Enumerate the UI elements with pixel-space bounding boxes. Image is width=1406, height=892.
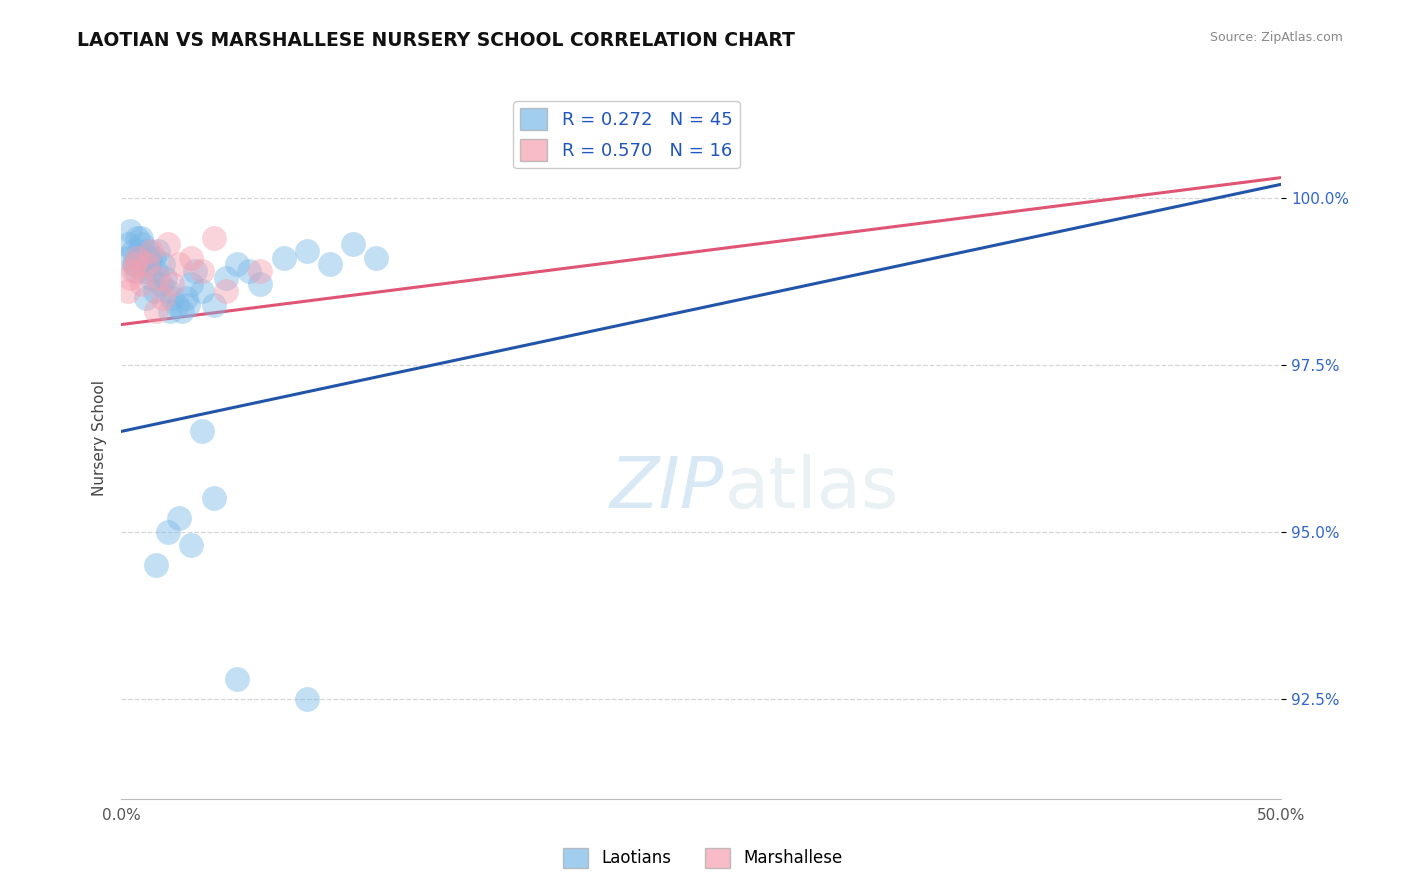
- Point: [295, 691, 318, 706]
- Point: [159, 304, 181, 318]
- Point: [191, 284, 214, 298]
- Point: [141, 270, 163, 285]
- Point: [122, 257, 145, 271]
- Point: [202, 231, 225, 245]
- Point: [127, 251, 149, 265]
- Point: [214, 270, 236, 285]
- Point: [149, 277, 172, 292]
- Point: [145, 264, 167, 278]
- Point: [145, 558, 167, 572]
- Point: [226, 257, 249, 271]
- Point: [167, 511, 190, 525]
- Point: [141, 244, 163, 258]
- Point: [117, 284, 139, 298]
- Point: [131, 277, 153, 292]
- Point: [180, 277, 202, 292]
- Point: [180, 538, 202, 552]
- Point: [128, 244, 150, 258]
- Point: [125, 264, 148, 278]
- Point: [191, 425, 214, 439]
- Point: [319, 257, 342, 271]
- Point: [156, 237, 179, 252]
- Point: [134, 264, 156, 278]
- Point: [152, 257, 174, 271]
- Point: [148, 270, 170, 285]
- Point: [295, 244, 318, 258]
- Point: [135, 244, 157, 258]
- Point: [156, 284, 179, 298]
- Point: [124, 257, 146, 271]
- Point: [120, 224, 142, 238]
- Point: [115, 251, 138, 265]
- Point: [121, 264, 143, 278]
- Point: [139, 251, 162, 265]
- Point: [131, 237, 153, 252]
- Point: [127, 231, 149, 245]
- Point: [170, 304, 193, 318]
- Point: [167, 257, 190, 271]
- Point: [145, 304, 167, 318]
- Point: [249, 264, 271, 278]
- Point: [117, 237, 139, 252]
- Point: [138, 257, 160, 271]
- Point: [162, 277, 184, 292]
- Point: [342, 237, 364, 252]
- Point: [214, 284, 236, 298]
- Text: LAOTIAN VS MARSHALLESE NURSERY SCHOOL CORRELATION CHART: LAOTIAN VS MARSHALLESE NURSERY SCHOOL CO…: [77, 31, 796, 50]
- Point: [184, 264, 207, 278]
- Point: [180, 251, 202, 265]
- Point: [238, 264, 260, 278]
- Point: [174, 291, 197, 305]
- Point: [135, 257, 157, 271]
- Legend: Laotians, Marshallese: Laotians, Marshallese: [557, 841, 849, 875]
- Legend: R = 0.272   N = 45, R = 0.570   N = 16: R = 0.272 N = 45, R = 0.570 N = 16: [513, 101, 740, 169]
- Point: [135, 291, 157, 305]
- Point: [191, 264, 214, 278]
- Point: [143, 284, 166, 298]
- Point: [273, 251, 295, 265]
- Point: [202, 491, 225, 506]
- Point: [120, 270, 142, 285]
- Point: [166, 297, 188, 311]
- Point: [177, 297, 200, 311]
- Point: [366, 251, 388, 265]
- Point: [124, 257, 146, 271]
- Point: [129, 231, 152, 245]
- Text: atlas: atlas: [724, 454, 898, 523]
- Point: [156, 524, 179, 539]
- Point: [152, 291, 174, 305]
- Y-axis label: Nursery School: Nursery School: [93, 380, 107, 496]
- Point: [162, 291, 184, 305]
- Point: [142, 251, 165, 265]
- Text: Source: ZipAtlas.com: Source: ZipAtlas.com: [1209, 31, 1343, 45]
- Point: [155, 270, 177, 285]
- Point: [249, 277, 271, 292]
- Point: [202, 297, 225, 311]
- Point: [128, 251, 150, 265]
- Point: [226, 672, 249, 686]
- Text: ZIP: ZIP: [610, 454, 724, 523]
- Point: [148, 244, 170, 258]
- Point: [121, 244, 143, 258]
